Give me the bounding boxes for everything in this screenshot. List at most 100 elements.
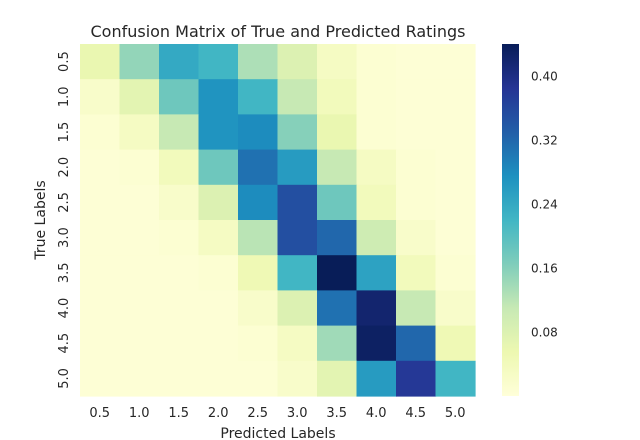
heatmap-cell [317, 255, 358, 291]
heatmap-cell [159, 290, 200, 327]
heatmap-cell [159, 44, 200, 80]
heatmap-cell [119, 360, 160, 397]
heatmap-cell [396, 149, 437, 186]
heatmap-cell [356, 255, 397, 291]
heatmap-cell [119, 184, 160, 221]
x-tick-label: 3.0 [287, 406, 308, 421]
heatmap-cell [198, 79, 239, 115]
heatmap-cell [356, 44, 397, 80]
colorbar-tick-label: 0.08 [531, 326, 558, 340]
heatmap-cell [317, 290, 358, 327]
x-tick-label: 1.5 [168, 406, 189, 421]
heatmap-cell [277, 220, 318, 256]
heatmap-cell [356, 184, 397, 221]
heatmap-cell [119, 149, 160, 186]
x-tick-label: 3.5 [326, 406, 347, 421]
heatmap-cell [238, 44, 279, 80]
heatmap-cell [238, 79, 279, 115]
heatmap-cell [356, 360, 397, 397]
heatmap-cell [435, 44, 476, 80]
x-tick-label: 2.0 [208, 406, 229, 421]
y-tick-label: 5.0 [57, 368, 72, 389]
y-tick-label: 1.5 [57, 122, 72, 143]
heatmap-cell [80, 114, 121, 151]
heatmap-cell [396, 184, 437, 221]
x-axis-label: Predicted Labels [220, 426, 335, 440]
heatmap-cell [356, 220, 397, 256]
heatmap-cell [238, 290, 279, 327]
x-tick-label: 4.0 [366, 406, 387, 421]
heatmap-cell [80, 290, 121, 327]
y-tick-label: 1.0 [57, 86, 72, 107]
colorbar-tick-label: 0.40 [531, 70, 558, 84]
heatmap-cell [396, 255, 437, 291]
heatmap-cell [198, 290, 239, 327]
y-tick-label: 4.5 [57, 333, 72, 354]
heatmap-cell [277, 360, 318, 397]
colorbar-tick-label: 0.32 [531, 134, 558, 148]
heatmap-cell [396, 290, 437, 327]
heatmap-cell [238, 220, 279, 256]
y-tick-label: 4.0 [57, 298, 72, 319]
heatmap-cell [80, 44, 121, 80]
y-tick-label: 3.0 [57, 227, 72, 248]
x-tick-label: 0.5 [89, 406, 110, 421]
heatmap-cell [435, 114, 476, 151]
y-tick-label: 2.5 [57, 192, 72, 213]
y-tick-label: 0.5 [57, 51, 72, 72]
heatmap-cell [80, 325, 121, 362]
heatmap-cell [198, 44, 239, 80]
heatmap-cell [435, 255, 476, 291]
heatmap-cell [80, 79, 121, 115]
heatmap-cell [238, 184, 279, 221]
x-tick-label: 4.5 [405, 406, 426, 421]
heatmap-cell [198, 149, 239, 186]
heatmap-cell [238, 325, 279, 362]
heatmap-cell [119, 220, 160, 256]
heatmap-cell [356, 114, 397, 151]
heatmap-cell [317, 184, 358, 221]
y-tick-label: 3.5 [57, 262, 72, 283]
heatmap-cell [396, 44, 437, 80]
heatmap-cell [238, 114, 279, 151]
heatmap-cell [80, 149, 121, 186]
colorbar [502, 44, 519, 396]
heatmap-cell [356, 290, 397, 327]
heatmap-cell [238, 360, 279, 397]
heatmap-cells [80, 44, 476, 397]
heatmap-cell [80, 360, 121, 397]
y-tick-labels: 0.5 1.0 1.5 2.0 2.5 3.0 3.5 4.0 4.5 5.0 [57, 51, 72, 388]
heatmap-cell [396, 220, 437, 256]
heatmap-cell [317, 149, 358, 186]
heatmap-cell [277, 184, 318, 221]
heatmap-cell [317, 220, 358, 256]
heatmap-cell [277, 325, 318, 362]
heatmap-cell [159, 184, 200, 221]
heatmap-cell [159, 325, 200, 362]
heatmap-cell [198, 220, 239, 256]
heatmap-cell [396, 79, 437, 115]
heatmap-cell [80, 184, 121, 221]
x-tick-labels: 0.5 1.0 1.5 2.0 2.5 3.0 3.5 4.0 4.5 5.0 [89, 406, 465, 421]
heatmap-cell [238, 149, 279, 186]
heatmap-cell [396, 360, 437, 397]
heatmap-cell [198, 360, 239, 397]
heatmap-cell [317, 114, 358, 151]
heatmap-cell [119, 79, 160, 115]
heatmap-cell [317, 360, 358, 397]
heatmap-cell [435, 290, 476, 327]
heatmap-cell [356, 79, 397, 115]
colorbar-tick-label: 0.16 [531, 262, 558, 276]
heatmap-cell [277, 290, 318, 327]
heatmap-cell [317, 44, 358, 80]
y-axis-label: True Labels [33, 180, 49, 260]
heatmap-cell [277, 44, 318, 80]
heatmap-cell [159, 220, 200, 256]
y-tick-label: 2.0 [57, 157, 72, 178]
heatmap-cell [435, 220, 476, 256]
heatmap-cell [356, 149, 397, 186]
x-tick-label: 2.5 [247, 406, 268, 421]
x-tick-label: 5.0 [445, 406, 466, 421]
heatmap-cell [119, 255, 160, 291]
